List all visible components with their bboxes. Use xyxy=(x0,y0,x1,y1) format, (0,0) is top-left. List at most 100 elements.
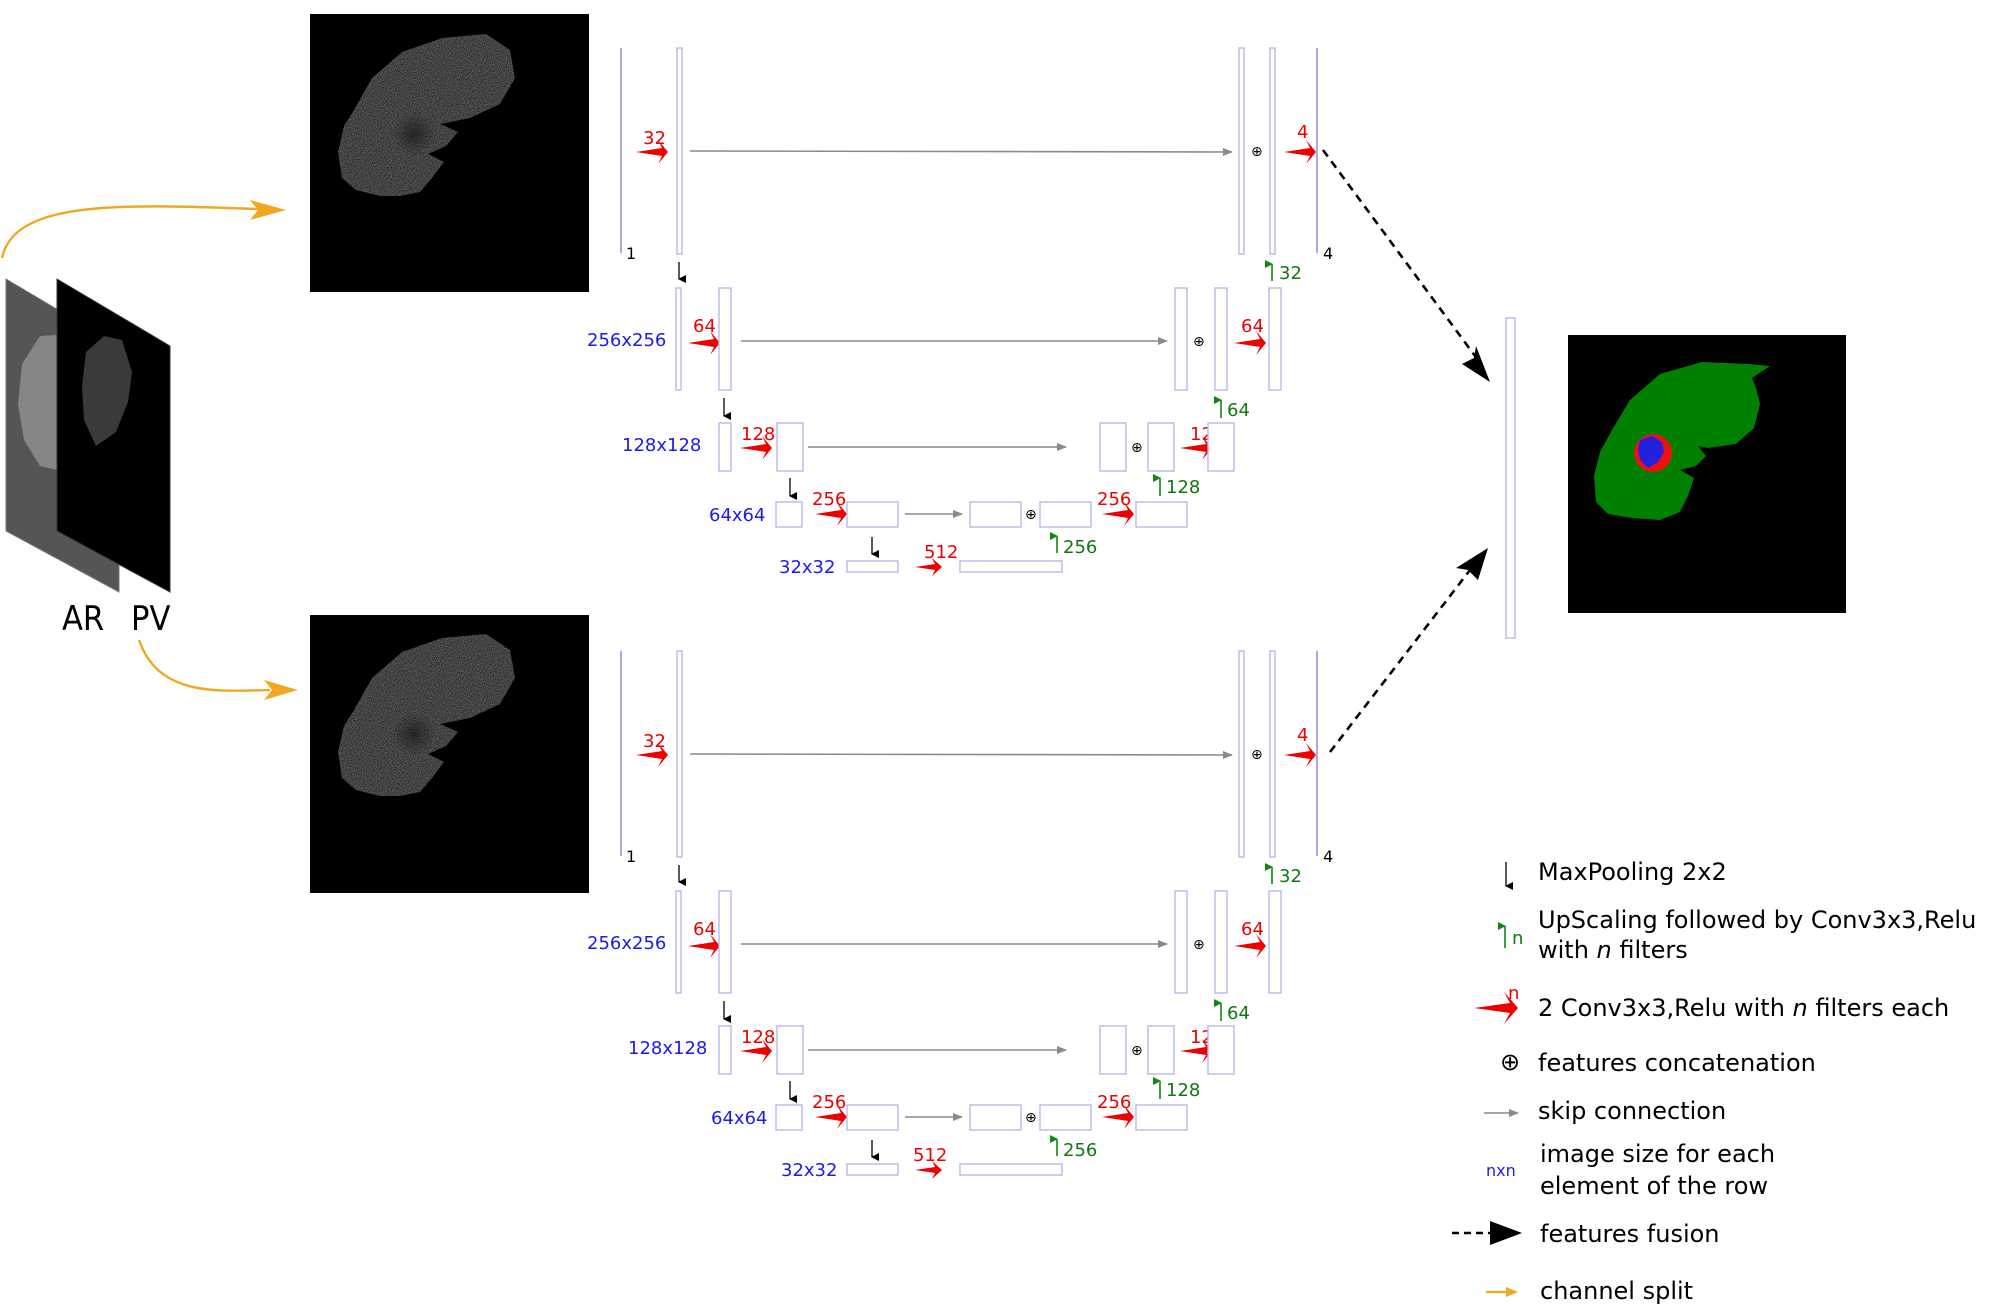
split-arrowhead-top xyxy=(250,200,286,220)
conv-arrow xyxy=(1234,934,1266,958)
up3-filters: 256 xyxy=(1063,1140,1097,1161)
dec0-filters: 4 xyxy=(1297,725,1308,746)
bottleneck-in-block xyxy=(846,1163,899,1176)
segmentation-output xyxy=(1568,335,1846,613)
enc3-filters: 256 xyxy=(812,1092,846,1113)
conv-arrow xyxy=(636,140,668,164)
dec2a-block xyxy=(1147,422,1175,472)
enc3b-block xyxy=(846,1104,899,1131)
size-32: 32x32 xyxy=(779,557,835,578)
fusion-arrowhead-top xyxy=(1462,346,1490,382)
fusion-arrow-top xyxy=(1321,149,1480,361)
unet-ar: 1 32 ⊕ 4 4 32 256x256 64 ⊕ 64 64 128x128 xyxy=(587,47,1333,578)
enc1a-block xyxy=(675,890,682,994)
conv-arrow xyxy=(915,1161,942,1179)
up0-block xyxy=(1238,47,1245,255)
conv-arrow xyxy=(688,331,720,355)
dec1b-block xyxy=(1268,890,1282,994)
dec3-filters: 256 xyxy=(1097,489,1131,510)
enc2-filters: 128 xyxy=(741,424,775,445)
split-icon-head xyxy=(1506,1287,1518,1297)
bottleneck-filters: 512 xyxy=(924,542,958,563)
concat-3: ⊕ xyxy=(1025,507,1037,523)
ar-label: AR xyxy=(62,599,104,639)
conv-arrow xyxy=(740,1039,772,1063)
concat-0: ⊕ xyxy=(1251,144,1263,160)
bottleneck-out-block xyxy=(959,1163,1063,1176)
concat-1: ⊕ xyxy=(1193,937,1205,953)
conv-arrow xyxy=(1102,1105,1134,1129)
dec2b-block xyxy=(1207,422,1235,472)
size-icon: nxn xyxy=(1486,1161,1516,1180)
conv-arrow xyxy=(1234,331,1266,355)
legend-upscale-icon-n: n xyxy=(1512,928,1523,949)
dec2a-block xyxy=(1147,1025,1175,1075)
up1-block xyxy=(1174,890,1188,994)
enc0-block xyxy=(676,650,683,858)
size-64: 64x64 xyxy=(709,505,765,526)
skip-connection-0 xyxy=(689,147,1233,156)
conv-icon xyxy=(1474,992,1518,1024)
up3-block xyxy=(969,1104,1022,1131)
legend-conv-icon-n: n xyxy=(1508,983,1519,1004)
size-64: 64x64 xyxy=(711,1108,767,1129)
liver-segmentation xyxy=(1594,362,1770,520)
pv-label: PV xyxy=(131,599,170,639)
fusion-arrowhead-bottom xyxy=(1456,548,1488,580)
dec2b-block xyxy=(1207,1025,1235,1075)
unet-pv: 1 32 ⊕ 4 4 32 256x256 64 ⊕ 64 64 128x128… xyxy=(587,650,1333,1181)
size-32: 32x32 xyxy=(781,1160,837,1181)
conv-arrow xyxy=(636,743,668,767)
output-channel-count: 4 xyxy=(1323,244,1333,263)
dec3b-block xyxy=(1135,501,1188,528)
enc0-block xyxy=(676,47,683,255)
legend-concat: features concatenation xyxy=(1538,1049,1816,1077)
enc2a-block xyxy=(718,1025,732,1075)
conv-arrow xyxy=(1102,502,1134,526)
dec0-filters: 4 xyxy=(1297,122,1308,143)
up0-block xyxy=(1238,650,1245,858)
conv-arrow xyxy=(1284,140,1316,164)
ct-image-ar xyxy=(310,14,589,292)
legend-size-line2: element of the row xyxy=(1540,1172,1768,1200)
legend-size-line1: image size for each xyxy=(1540,1140,1775,1168)
pv-liver-texture xyxy=(338,634,515,796)
enc0-filters: 32 xyxy=(643,128,666,149)
dec3a-block xyxy=(1039,1104,1092,1131)
dec0a-block xyxy=(1269,650,1276,858)
enc1b-block xyxy=(718,287,732,391)
dec3-filters: 256 xyxy=(1097,1092,1131,1113)
concat-2: ⊕ xyxy=(1131,1043,1143,1059)
bottleneck-out-block xyxy=(959,560,1063,573)
enc2a-block xyxy=(718,422,732,472)
concat-0: ⊕ xyxy=(1251,747,1263,763)
enc1b-block xyxy=(718,890,732,994)
size-128: 128x128 xyxy=(628,1038,707,1059)
enc3b-block xyxy=(846,501,899,528)
legend-conv: 2 Conv3x3,Relu with n filters each xyxy=(1538,994,1949,1022)
dec3b-block xyxy=(1135,1104,1188,1131)
output-channel-count: 4 xyxy=(1323,847,1333,866)
fused-feature-block xyxy=(1505,317,1516,639)
conv-arrow xyxy=(1284,743,1316,767)
size-256: 256x256 xyxy=(587,330,666,351)
features-fusion xyxy=(1321,149,1516,753)
input-channel-count: 1 xyxy=(626,847,636,866)
conv-arrow xyxy=(815,1105,847,1129)
conv-arrow xyxy=(1180,436,1212,460)
concat-3: ⊕ xyxy=(1025,1110,1037,1126)
ar-liver-texture xyxy=(338,34,515,196)
enc2-filters: 128 xyxy=(741,1027,775,1048)
enc1-filters: 64 xyxy=(693,919,716,940)
dec3a-block xyxy=(1039,501,1092,528)
up0-filters: 32 xyxy=(1279,263,1302,284)
bottleneck-in-block xyxy=(846,560,899,573)
input-channel-bar xyxy=(620,48,622,253)
concat-1: ⊕ xyxy=(1193,334,1205,350)
concat-2: ⊕ xyxy=(1131,440,1143,456)
up1-filters: 64 xyxy=(1227,1003,1250,1024)
up2-filters: 128 xyxy=(1166,1080,1200,1101)
fusion-icon-head xyxy=(1490,1221,1522,1245)
legend-skip: skip connection xyxy=(1538,1097,1726,1125)
